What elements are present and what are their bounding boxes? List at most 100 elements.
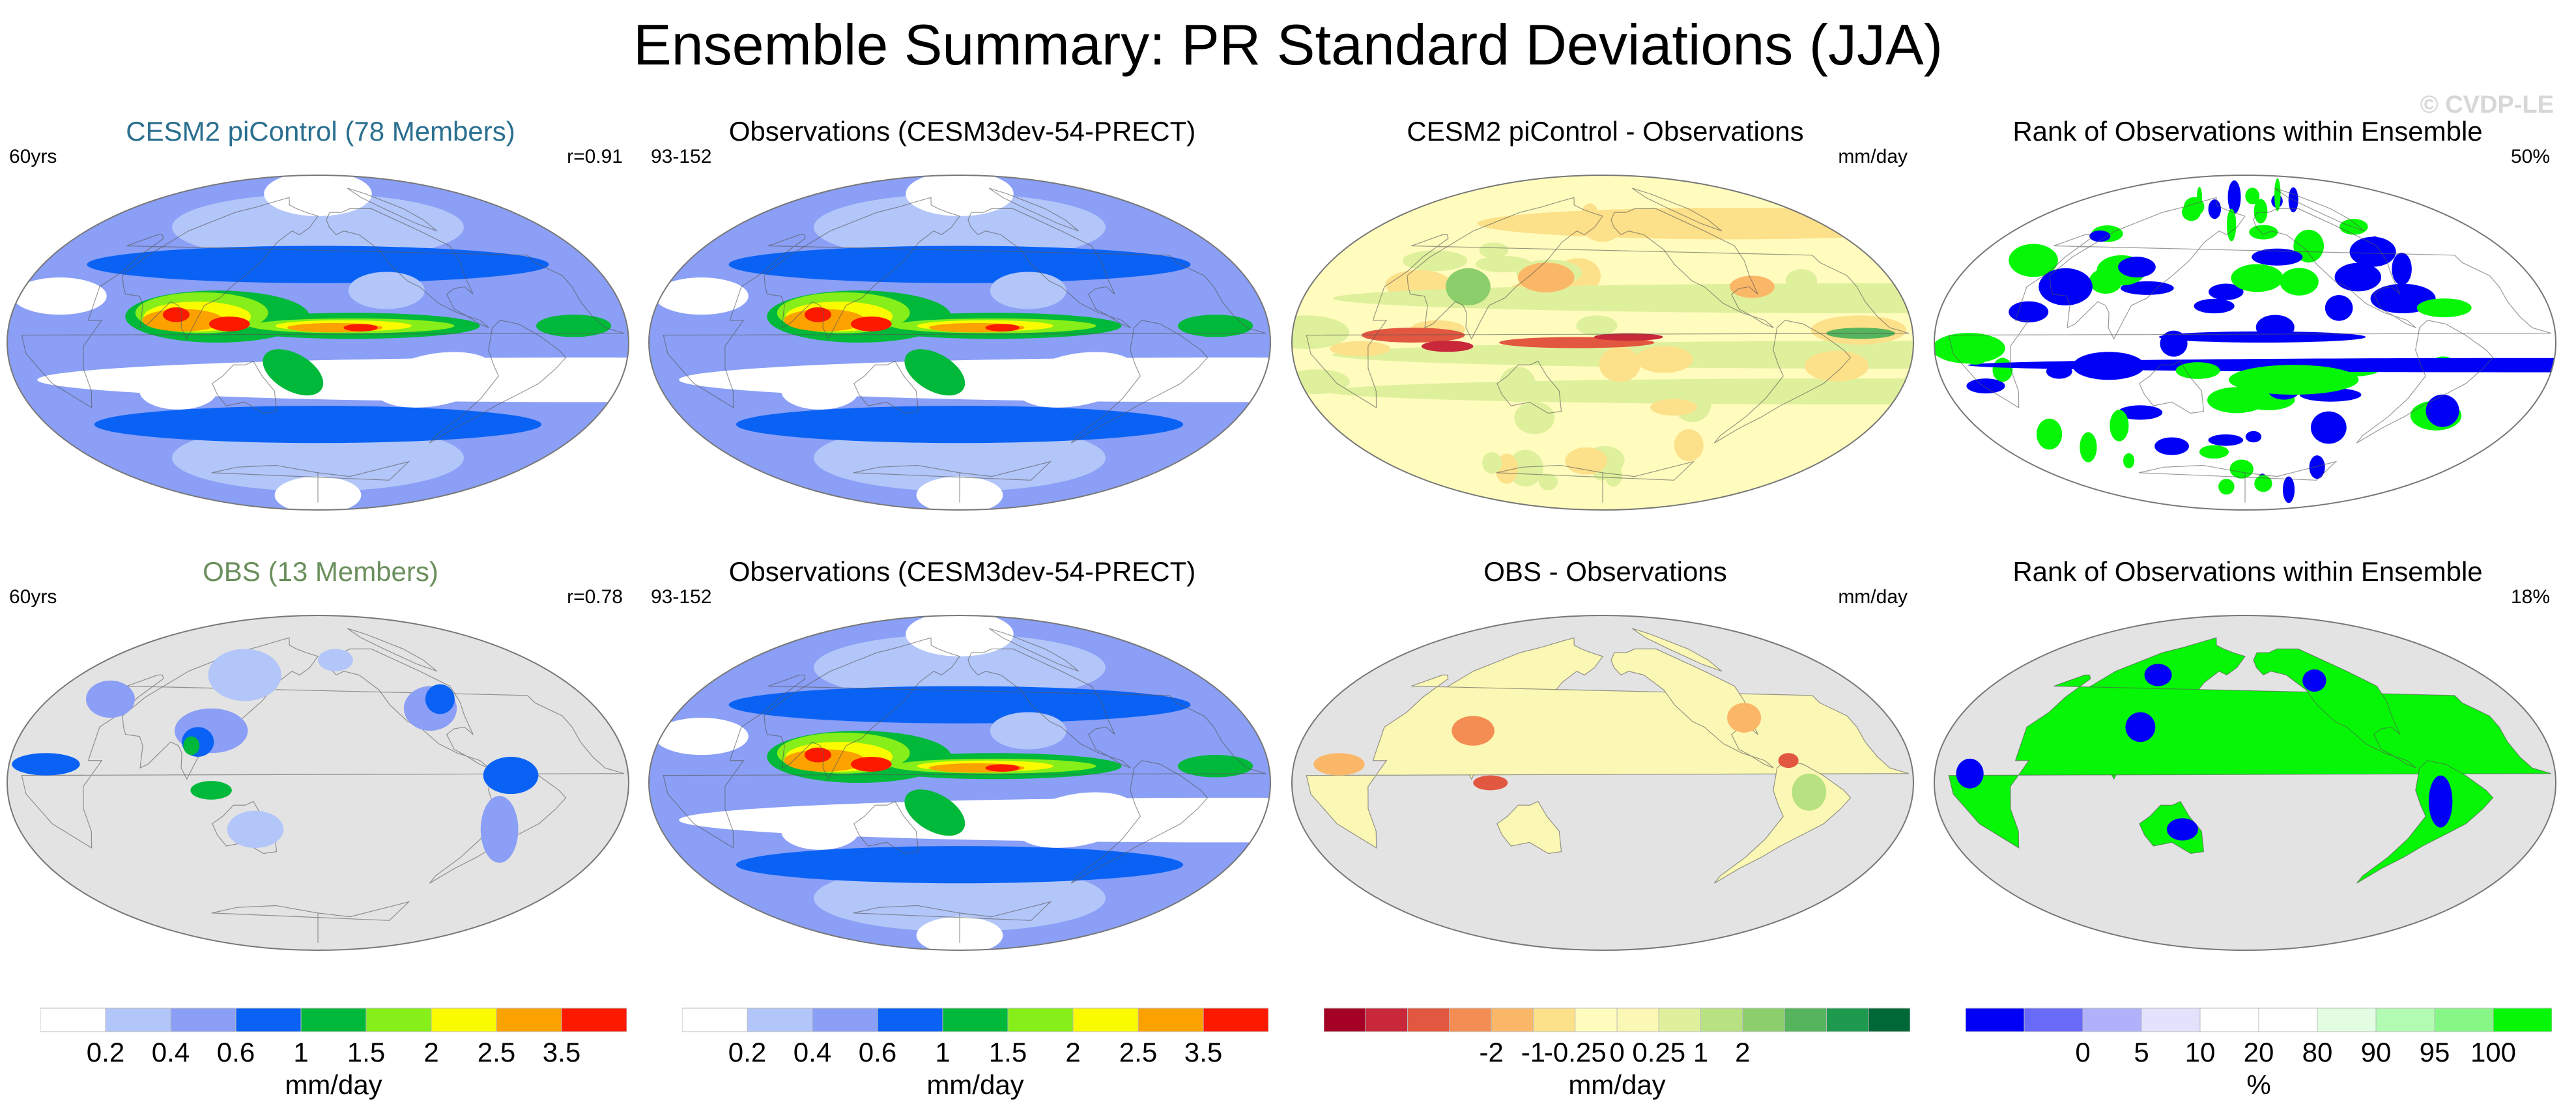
map-border	[7, 175, 629, 511]
panel-stat: 50%	[2510, 146, 2550, 167]
colorbar-tick-label: 3.5	[543, 1037, 580, 1067]
field-patch	[263, 349, 324, 396]
panel-unit: mm/day	[1838, 586, 1908, 608]
field-patch	[2416, 298, 2472, 318]
panel-stat: r=0.91	[567, 146, 623, 167]
field-patch	[1805, 350, 1869, 382]
colorbar-unit: %	[2246, 1069, 2271, 1100]
field-patch	[2039, 268, 2093, 305]
continent-south-america	[1070, 320, 1209, 444]
continent-europe-africa	[1948, 674, 2552, 849]
field-patch	[2209, 283, 2244, 300]
colorbar-swatch	[747, 1008, 813, 1032]
field-patch	[1402, 250, 1468, 272]
continent-south-america	[2356, 320, 2494, 444]
continent-north-america	[326, 648, 489, 769]
map-border	[7, 615, 629, 951]
field-patch	[904, 349, 966, 396]
field-patch	[1452, 716, 1495, 746]
map-border	[1291, 175, 1914, 511]
colorbar-swatch	[1868, 1008, 1910, 1032]
panel-title: Observations (CESM3dev-54-PRECT)	[728, 556, 1196, 587]
panel-difference-top: CESM2 piControl - Observations mm/day	[1290, 115, 1921, 518]
panel-title: Rank of Observations within Ensemble	[2012, 116, 2483, 147]
colorbar-tick-label: 0.25	[1632, 1037, 1685, 1067]
field-patch	[12, 753, 80, 776]
colorbar-tick-label: 0.6	[859, 1037, 896, 1067]
panel-rank-bottom: Rank of Observations within Ensemble 18%	[1932, 555, 2563, 959]
world-map	[1291, 615, 1914, 951]
panel-period: 60yrs	[9, 146, 57, 167]
colorbar-swatch	[40, 1008, 106, 1032]
field-patch	[850, 757, 892, 772]
field-patch	[2123, 453, 2135, 468]
map-border	[648, 175, 1271, 511]
field-patch	[2158, 331, 2366, 343]
field-patch	[1333, 283, 1913, 313]
field-patch	[2194, 298, 2235, 314]
colorbar-tick-label: 1	[1693, 1037, 1708, 1067]
colorbar-swatch	[1784, 1008, 1827, 1032]
field-patch	[736, 846, 1184, 884]
panel-title: Rank of Observations within Ensemble	[2012, 556, 2483, 587]
world-map	[1291, 175, 1914, 511]
panel-unit: mm/day	[1838, 146, 1908, 167]
field-patch	[804, 307, 831, 322]
field-patch	[183, 736, 200, 755]
field-patch	[906, 615, 1014, 656]
colorbar-swatch	[1138, 1008, 1204, 1032]
colorbar-swatch	[942, 1008, 1009, 1032]
field-patch	[2283, 476, 2295, 503]
continent-europe-africa	[663, 674, 1267, 849]
colorbar-tick-label: 2.5	[1119, 1037, 1157, 1067]
colorbar-swatch	[682, 1008, 748, 1032]
colorbar-swatch	[2082, 1008, 2142, 1032]
continent-antarctica	[211, 901, 410, 943]
colorbar-swatch	[1742, 1008, 1785, 1032]
colorbar-svg: 0.2 0.4 0.6 1 1.5 2 2.5 3.5	[40, 1008, 627, 1067]
colorbar-swatch	[877, 1008, 943, 1032]
field-patch	[850, 317, 892, 332]
field-patch	[2208, 199, 2222, 219]
panel-rank-top: Rank of Observations within Ensemble 50%	[1932, 115, 2563, 518]
continent-europe-africa	[21, 234, 625, 409]
colorbar-tick-label: 2	[1735, 1037, 1750, 1067]
colorbar-swatch	[1365, 1008, 1409, 1032]
field-patch	[343, 324, 378, 332]
field-patch	[2227, 180, 2241, 214]
field-patch	[483, 757, 539, 795]
colorbar-tick-label: -1	[1521, 1037, 1545, 1067]
colorbar-swatch	[1491, 1008, 1534, 1032]
field-patch	[1517, 262, 1575, 292]
continent-antarctica	[853, 901, 1052, 943]
colorbar-swatch	[812, 1008, 878, 1032]
world-map	[648, 175, 1271, 511]
colorbar-swatch	[1203, 1008, 1268, 1032]
continent-asia	[1407, 197, 1603, 340]
colorbar-swatch	[1007, 1008, 1074, 1032]
colorbar-svg: 0 5 10 20 80 90 95 100	[1966, 1008, 2552, 1067]
field-patch	[1292, 315, 1350, 349]
colorbar-tick-label: 0	[2075, 1037, 2090, 1067]
continent-europe-africa	[1948, 234, 2552, 409]
field-patch	[208, 317, 250, 332]
colorbar-swatch	[2493, 1008, 2552, 1032]
colorbar-swatch	[1616, 1008, 1659, 1032]
colorbar-swatch	[170, 1008, 236, 1032]
field-patch	[2245, 188, 2260, 205]
colorbar-tick-label: 1	[935, 1037, 950, 1067]
continent-australia	[2139, 360, 2205, 414]
field-patch	[1473, 775, 1508, 791]
field-patch	[2340, 219, 2368, 235]
colorbar-tick-label: 2	[1065, 1037, 1080, 1067]
colorbar-swatch	[2434, 1008, 2494, 1032]
colorbar-tick-label: 2	[423, 1037, 438, 1067]
field-patch	[2080, 432, 2097, 462]
map-border	[1934, 615, 2556, 951]
map-border	[648, 615, 1271, 951]
field-patch	[2118, 257, 2156, 278]
field-patch	[2009, 301, 2049, 323]
field-patch	[2226, 208, 2237, 242]
colorbar-tick-label: 1.5	[989, 1037, 1027, 1067]
colorbar-tick-label: 5	[2134, 1037, 2149, 1067]
